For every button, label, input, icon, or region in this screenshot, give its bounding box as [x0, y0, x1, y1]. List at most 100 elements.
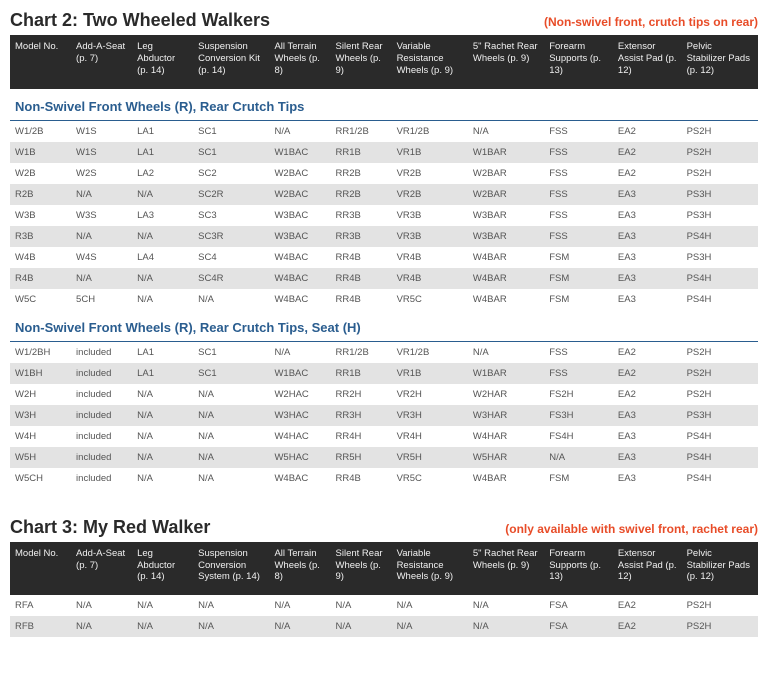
column-header: 5" Rachet Rear Wheels (p. 9): [468, 542, 544, 596]
chart3-note: (only available with swivel front, rache…: [505, 522, 758, 536]
table-cell: W3BAC: [269, 205, 330, 226]
table-cell: W3BAR: [468, 205, 544, 226]
table-cell: N/A: [71, 595, 132, 616]
table-cell: VR3H: [392, 405, 468, 426]
table-cell: N/A: [132, 426, 193, 447]
chart3-table: Model No.Add-A-Seat (p. 7)Leg Abductor (…: [10, 542, 758, 638]
table-cell: VR2B: [392, 184, 468, 205]
table-cell: PS2H: [682, 363, 758, 384]
table-cell: W2S: [71, 163, 132, 184]
table-cell: LA1: [132, 363, 193, 384]
table-cell: SC1: [193, 142, 269, 163]
table-cell: EA3: [613, 205, 682, 226]
table-cell: VR5C: [392, 289, 468, 310]
table-cell: FSS: [544, 163, 613, 184]
table-cell: included: [71, 384, 132, 405]
table-cell: W4BAC: [269, 268, 330, 289]
column-header: Silent Rear Wheels (p. 9): [331, 542, 392, 596]
column-header: Add-A-Seat (p. 7): [71, 542, 132, 596]
chart2-header: Chart 2: Two Wheeled Walkers (Non-swivel…: [10, 10, 758, 31]
table-cell: W1BAR: [468, 363, 544, 384]
table-cell: RR1/2B: [331, 120, 392, 142]
table-cell: N/A: [269, 341, 330, 363]
table-cell: EA2: [613, 616, 682, 637]
table-cell: FSA: [544, 595, 613, 616]
table-cell: RR1B: [331, 142, 392, 163]
table-cell: FSM: [544, 289, 613, 310]
table-cell: N/A: [71, 268, 132, 289]
table-cell: N/A: [193, 405, 269, 426]
column-header: Add-A-Seat (p. 7): [71, 35, 132, 89]
table-cell: PS4H: [682, 468, 758, 489]
table-cell: EA3: [613, 184, 682, 205]
table-cell: PS2H: [682, 616, 758, 637]
table-cell: LA4: [132, 247, 193, 268]
chart3-block: Chart 3: My Red Walker (only available w…: [10, 517, 758, 638]
table-cell: W4H: [10, 426, 71, 447]
table-cell: N/A: [132, 447, 193, 468]
table-cell: W1/2B: [10, 120, 71, 142]
table-cell: VR3B: [392, 205, 468, 226]
table-cell: W3H: [10, 405, 71, 426]
table-cell: W4BAR: [468, 268, 544, 289]
table-cell: W3BAC: [269, 226, 330, 247]
table-cell: VR4H: [392, 426, 468, 447]
table-cell: N/A: [71, 616, 132, 637]
table-cell: RR4B: [331, 268, 392, 289]
table-row: W1/2BHincludedLA1SC1N/ARR1/2BVR1/2BN/AFS…: [10, 341, 758, 363]
column-header: Model No.: [10, 542, 71, 596]
section-heading: Non-Swivel Front Wheels (R), Rear Crutch…: [10, 310, 758, 342]
table-cell: N/A: [392, 616, 468, 637]
table-cell: EA2: [613, 595, 682, 616]
table-cell: VR2B: [392, 163, 468, 184]
table-cell: LA1: [132, 142, 193, 163]
column-header: All Terrain Wheels (p. 8): [269, 35, 330, 89]
table-cell: VR5C: [392, 468, 468, 489]
table-cell: RR4B: [331, 289, 392, 310]
table-cell: N/A: [468, 595, 544, 616]
table-row: W3HincludedN/AN/AW3HACRR3HVR3HW3HARFS3HE…: [10, 405, 758, 426]
table-cell: EA3: [613, 247, 682, 268]
section-heading: Non-Swivel Front Wheels (R), Rear Crutch…: [10, 89, 758, 121]
table-cell: W5H: [10, 447, 71, 468]
table-cell: PS3H: [682, 405, 758, 426]
table-cell: W4S: [71, 247, 132, 268]
table-cell: VR5H: [392, 447, 468, 468]
table-cell: VR1/2B: [392, 341, 468, 363]
table-cell: VR1B: [392, 363, 468, 384]
table-row: W2BW2SLA2SC2W2BACRR2BVR2BW2BARFSSEA2PS2H: [10, 163, 758, 184]
table-cell: PS2H: [682, 341, 758, 363]
table-row: W4BW4SLA4SC4W4BACRR4BVR4BW4BARFSMEA3PS3H: [10, 247, 758, 268]
table-cell: included: [71, 341, 132, 363]
chart2-title: Chart 2: Two Wheeled Walkers: [10, 10, 270, 31]
table-cell: W4HAR: [468, 426, 544, 447]
table-cell: FSS: [544, 142, 613, 163]
table-cell: W4B: [10, 247, 71, 268]
table-cell: W4BAR: [468, 289, 544, 310]
table-cell: W4HAC: [269, 426, 330, 447]
table-cell: FSS: [544, 341, 613, 363]
table-cell: RR3B: [331, 205, 392, 226]
table-cell: EA3: [613, 426, 682, 447]
table-cell: RFA: [10, 595, 71, 616]
column-header: Model No.: [10, 35, 71, 89]
table-cell: PS4H: [682, 426, 758, 447]
table-cell: N/A: [468, 120, 544, 142]
column-header: Suspension Conversion Kit (p. 14): [193, 35, 269, 89]
table-cell: N/A: [132, 268, 193, 289]
column-header: Extensor Assist Pad (p. 12): [613, 35, 682, 89]
table-cell: RR2B: [331, 184, 392, 205]
table-cell: LA1: [132, 120, 193, 142]
table-cell: SC2R: [193, 184, 269, 205]
table-cell: W2HAR: [468, 384, 544, 405]
table-cell: included: [71, 363, 132, 384]
table-cell: EA3: [613, 289, 682, 310]
table-cell: W3B: [10, 205, 71, 226]
table-cell: N/A: [193, 616, 269, 637]
table-row: W4HincludedN/AN/AW4HACRR4HVR4HW4HARFS4HE…: [10, 426, 758, 447]
table-cell: RR5H: [331, 447, 392, 468]
column-header: Variable Resistance Wheels (p. 9): [392, 542, 468, 596]
table-cell: W2HAC: [269, 384, 330, 405]
table-cell: PS2H: [682, 163, 758, 184]
table-cell: N/A: [331, 616, 392, 637]
